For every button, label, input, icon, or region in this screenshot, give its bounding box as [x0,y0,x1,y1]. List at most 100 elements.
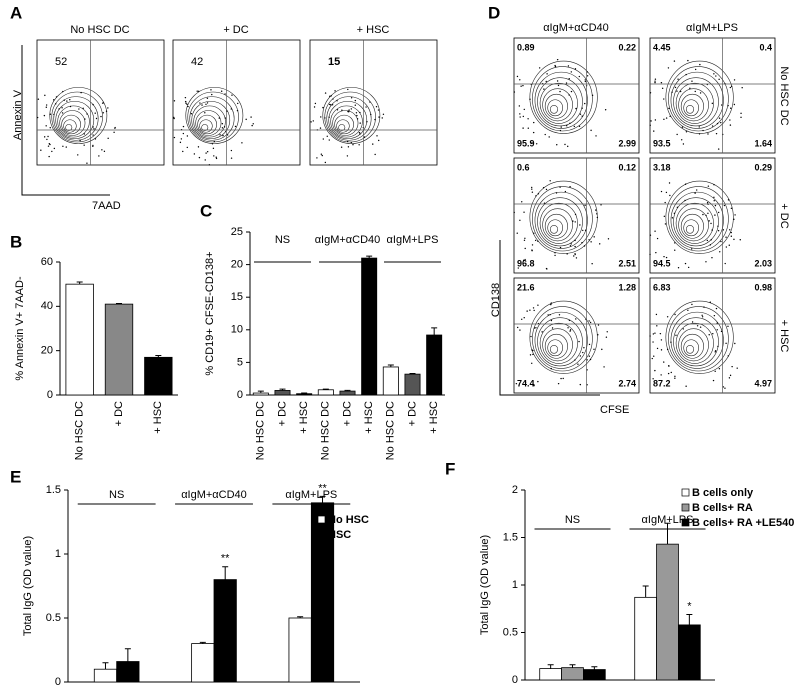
dot [241,142,243,144]
dot [354,99,357,102]
flow-value: 15 [328,56,340,68]
dot [84,118,86,120]
dot [708,334,710,336]
dot [213,140,215,143]
dot [517,267,519,269]
dot [557,84,560,87]
dot [231,94,233,96]
dot [559,186,561,188]
dot [352,143,354,146]
dot [535,143,538,145]
dot [566,253,568,255]
dot [331,104,334,106]
y-axis-label: % CD19+ CFSE-CD138+ [204,251,216,375]
dot [578,75,581,78]
dot [730,207,733,210]
dot [567,145,569,148]
dot [250,116,252,118]
dot [533,232,535,234]
dot [562,377,564,380]
dot [55,96,58,98]
dot [578,125,581,127]
group-label: NS [275,234,290,246]
dot [560,377,562,380]
dot [671,91,673,93]
dot [531,188,533,190]
dot [549,180,551,182]
dot [537,380,539,383]
dot [687,59,689,62]
bar [539,668,562,681]
contour [57,105,90,138]
bar [116,661,140,683]
dot [604,109,607,111]
dot [574,253,576,256]
dot [710,222,712,225]
group-label: αIgM+LPS [285,489,337,501]
contour [549,104,559,114]
quadrant-value: 2.99 [618,138,636,148]
dot [173,136,176,139]
dot [526,310,528,312]
dot [707,185,710,187]
dot [320,116,322,118]
flow-title: No HSC DC [70,24,129,36]
dot [211,143,214,145]
dot [718,117,721,119]
dot [675,334,677,336]
dot [53,147,56,150]
contour [532,186,593,252]
contour [673,77,719,127]
bar [296,393,313,396]
dot [531,191,534,193]
dot [595,135,597,137]
dot [58,108,60,110]
dot [694,90,696,93]
dot [729,124,732,126]
contour [63,119,77,133]
dot [206,97,209,100]
dot [669,194,671,197]
dot [537,304,539,306]
flow-plot [513,37,640,154]
dot [722,229,725,231]
dot [715,307,718,310]
dot [570,90,573,93]
dot [568,94,570,96]
dot [588,343,591,346]
dot [527,127,529,129]
dot [698,126,700,128]
dot [533,121,535,124]
dot [45,125,47,127]
dot [347,146,350,148]
dot [588,239,590,241]
dot [584,204,586,207]
y-tick-label: 1 [512,579,518,591]
dot [515,382,518,385]
dot [597,334,599,336]
quadrant-value: 21.6 [517,282,535,292]
dot [198,156,201,159]
dot [725,246,728,248]
dot [519,219,521,221]
dot [654,78,657,80]
dot [676,133,678,136]
contour [673,197,719,247]
dot [347,88,349,91]
dot [730,235,733,237]
legend-swatch [681,503,690,512]
dot [107,107,109,109]
x-tick-label: + HSC [298,401,310,434]
dot [531,244,534,246]
quadrant-value: 0.89 [517,42,535,52]
dot [705,261,707,263]
dot [728,377,731,379]
dot [574,68,577,70]
error-bar [569,664,576,668]
quadrant-value: 0.12 [618,162,636,172]
dot [558,314,561,316]
dot [656,325,658,327]
dot [570,71,573,73]
dot [575,318,577,320]
legend-swatch [317,515,326,524]
